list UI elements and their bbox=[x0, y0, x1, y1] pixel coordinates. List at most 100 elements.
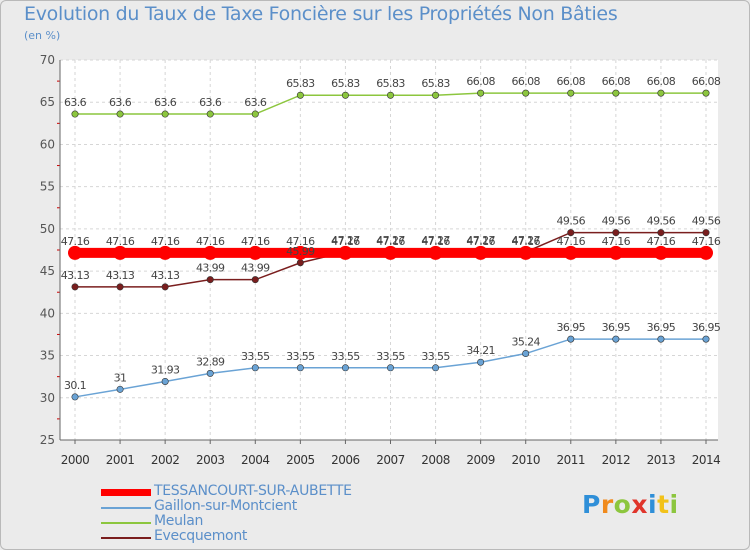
legend-label: Meulan bbox=[154, 513, 204, 529]
legend-label: Evecquemont bbox=[154, 528, 248, 544]
x-tick-label: 2012 bbox=[602, 453, 631, 467]
data-point bbox=[567, 229, 575, 237]
legend-item: Gaillon-sur-Montcient bbox=[98, 498, 398, 515]
data-point bbox=[296, 91, 304, 99]
y-tick-label: 45 bbox=[40, 264, 55, 278]
data-label: 45.99 bbox=[286, 245, 315, 258]
legend-item: Evecquemont bbox=[98, 528, 398, 545]
x-tick-label: 2011 bbox=[557, 453, 586, 467]
data-label: 36.95 bbox=[692, 321, 721, 334]
data-point bbox=[473, 245, 488, 260]
data-point bbox=[161, 283, 169, 291]
data-label: 63.6 bbox=[64, 96, 87, 109]
data-point bbox=[251, 110, 259, 118]
data-label: 49.56 bbox=[602, 215, 631, 228]
data-point bbox=[432, 91, 440, 99]
legend-item: TESSANCOURT-SUR-AUBETTE bbox=[98, 483, 398, 500]
y-tick-label: 30 bbox=[40, 391, 55, 405]
x-tick-label: 2000 bbox=[61, 453, 90, 467]
data-point bbox=[206, 110, 214, 118]
data-point bbox=[612, 229, 620, 237]
data-label: 33.55 bbox=[286, 350, 315, 363]
data-label: 65.83 bbox=[421, 77, 450, 90]
data-label: 47.16 bbox=[331, 235, 360, 248]
data-label: 31 bbox=[114, 371, 127, 384]
x-tick-label: 2010 bbox=[511, 453, 540, 467]
data-point bbox=[653, 245, 668, 260]
data-label: 66.08 bbox=[692, 75, 721, 88]
legend-item: Meulan bbox=[98, 513, 398, 530]
data-label: 32.89 bbox=[196, 355, 225, 368]
data-label: 36.95 bbox=[557, 321, 586, 334]
data-label: 49.56 bbox=[692, 215, 721, 228]
data-point bbox=[518, 245, 533, 260]
y-tick-label: 25 bbox=[40, 433, 55, 447]
data-point bbox=[612, 89, 620, 97]
data-label: 43.99 bbox=[196, 262, 225, 275]
x-tick-label: 2014 bbox=[692, 453, 721, 467]
data-label: 63.6 bbox=[154, 96, 177, 109]
data-label: 47.16 bbox=[106, 235, 135, 248]
data-point bbox=[158, 245, 173, 260]
data-label: 47.16 bbox=[602, 235, 631, 248]
y-tick-label: 55 bbox=[40, 180, 55, 194]
data-point bbox=[248, 245, 263, 260]
data-point bbox=[477, 358, 485, 366]
y-tick-label: 60 bbox=[40, 137, 55, 151]
x-tick-label: 2004 bbox=[241, 453, 270, 467]
data-point bbox=[251, 364, 259, 372]
data-label: 47.16 bbox=[241, 235, 270, 248]
data-label: 47.16 bbox=[511, 235, 540, 248]
data-point bbox=[657, 335, 665, 343]
data-label: 47.16 bbox=[196, 235, 225, 248]
chart-unit-label: (en %) bbox=[24, 29, 61, 42]
data-point bbox=[161, 377, 169, 385]
data-point bbox=[251, 276, 259, 284]
chart-title: Evolution du Taux de Taxe Foncière sur l… bbox=[24, 3, 618, 25]
y-tick-label: 70 bbox=[40, 53, 55, 67]
data-point bbox=[338, 245, 353, 260]
data-label: 47.27 bbox=[466, 234, 495, 247]
data-point bbox=[113, 245, 128, 260]
data-point bbox=[428, 245, 443, 260]
data-point bbox=[116, 283, 124, 291]
data-point bbox=[296, 259, 304, 267]
logo-letter: x bbox=[631, 490, 648, 519]
data-label: 63.6 bbox=[244, 96, 267, 109]
data-point bbox=[386, 364, 394, 372]
data-label: 31.93 bbox=[151, 363, 180, 376]
data-point bbox=[702, 89, 710, 97]
data-point bbox=[383, 245, 398, 260]
x-tick-label: 2006 bbox=[331, 453, 360, 467]
legend-label: Gaillon-sur-Montcient bbox=[154, 498, 297, 514]
data-label: 43.13 bbox=[151, 269, 180, 282]
y-tick-label: 50 bbox=[40, 222, 55, 236]
data-point bbox=[522, 89, 530, 97]
logo-letter: P bbox=[582, 490, 601, 519]
data-point bbox=[71, 110, 79, 118]
data-label: 43.13 bbox=[61, 269, 90, 282]
data-label: 66.08 bbox=[602, 75, 631, 88]
data-point bbox=[68, 245, 82, 260]
data-label: 47.16 bbox=[466, 235, 495, 248]
legend-swatch-meulan bbox=[101, 522, 151, 524]
logo-letter: i bbox=[648, 490, 658, 519]
data-label: 63.6 bbox=[109, 96, 132, 109]
data-label: 47.27 bbox=[331, 234, 360, 247]
data-label: 65.83 bbox=[286, 77, 315, 90]
data-point bbox=[296, 364, 304, 372]
data-point bbox=[341, 364, 349, 372]
data-point bbox=[293, 245, 308, 260]
x-tick-label: 2002 bbox=[151, 453, 180, 467]
x-tick-label: 2009 bbox=[466, 453, 495, 467]
data-point bbox=[563, 245, 578, 260]
y-tick-label: 35 bbox=[40, 349, 55, 363]
x-tick-label: 2005 bbox=[286, 453, 315, 467]
logo-letter: t bbox=[657, 490, 670, 519]
data-label: 33.55 bbox=[331, 350, 360, 363]
x-tick-label: 2001 bbox=[106, 453, 135, 467]
x-tick-label: 2008 bbox=[421, 453, 450, 467]
proxiti-logo: Proxiti bbox=[582, 490, 679, 519]
data-label: 47.16 bbox=[421, 235, 450, 248]
data-label: 66.08 bbox=[647, 75, 676, 88]
